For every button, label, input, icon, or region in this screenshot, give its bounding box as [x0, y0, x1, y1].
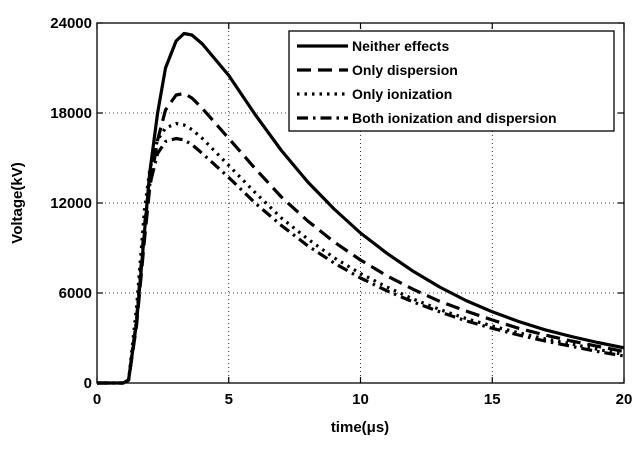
x-tick-label: 0	[93, 391, 101, 408]
x-tick-label: 20	[616, 391, 633, 408]
legend-label-2: Only dispersion	[352, 62, 458, 78]
y-tick-label: 0	[84, 375, 92, 392]
series-line-3	[97, 121, 625, 385]
x-axis-title: time(μs)	[331, 419, 389, 436]
y-tick-label: 6000	[59, 285, 92, 302]
series-line-2	[97, 91, 625, 385]
legend: Neither effects Only dispersion Only ioniz…	[288, 30, 615, 132]
legend-box	[288, 30, 615, 132]
series-lines	[97, 31, 625, 385]
tick-labels: 0 5 10 15 20 0 6000 12000 18000 24000	[50, 15, 632, 408]
y-tick-label: 18000	[50, 105, 92, 122]
legend-label-4: Both ionization and dispersion	[352, 110, 557, 126]
legend-label-3: Only ionization	[352, 86, 452, 102]
x-tick-label: 5	[225, 391, 233, 408]
axis-ticks	[96, 22, 625, 384]
y-tick-label: 24000	[50, 15, 92, 32]
y-axis-title: Voltage(kV)	[9, 162, 26, 243]
x-tick-label: 10	[352, 391, 369, 408]
x-tick-label: 15	[484, 391, 501, 408]
legend-label-1: Neither effects	[352, 38, 449, 54]
y-tick-label: 12000	[50, 195, 92, 212]
series-line-4	[97, 136, 625, 385]
